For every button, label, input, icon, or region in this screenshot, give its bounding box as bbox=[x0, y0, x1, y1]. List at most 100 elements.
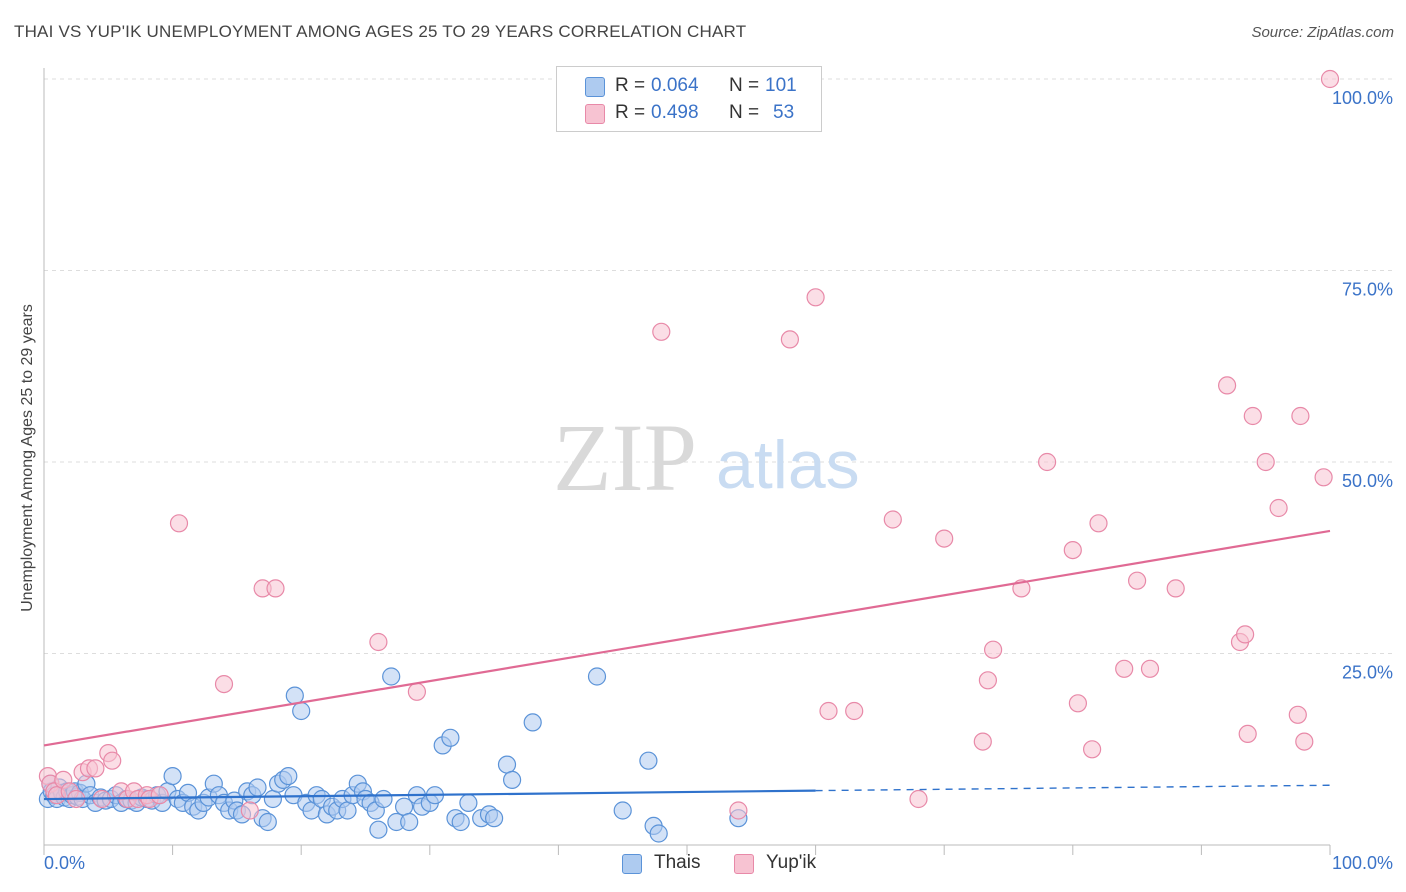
thais-point bbox=[263, 789, 282, 809]
yupik-point bbox=[1235, 625, 1255, 644]
thais-legend-swatch bbox=[622, 854, 642, 874]
yupik-point bbox=[1269, 498, 1288, 518]
thais-point bbox=[649, 824, 668, 843]
yupik-point bbox=[909, 789, 928, 809]
yupik-point bbox=[266, 579, 285, 598]
thais-point bbox=[400, 812, 419, 832]
thais-point bbox=[523, 713, 542, 732]
grid-lines bbox=[44, 78, 1392, 654]
thais-swatch bbox=[585, 77, 605, 97]
thais-point bbox=[502, 770, 522, 790]
yupik-point bbox=[169, 514, 189, 533]
yupik-point bbox=[1127, 571, 1147, 590]
tick-labels: 25.0% 50.0% 75.0% 100.0% 0.0% 100.0% bbox=[44, 88, 1393, 873]
yupik-point bbox=[983, 640, 1003, 659]
thais-point bbox=[374, 789, 393, 809]
yupik-point bbox=[1320, 69, 1340, 89]
yupik-point bbox=[883, 510, 902, 529]
thais-point bbox=[451, 812, 470, 832]
thais-point bbox=[279, 766, 298, 786]
thais-point bbox=[485, 809, 504, 828]
axes bbox=[43, 68, 1331, 855]
yupik-point bbox=[103, 751, 122, 770]
n-value: 101 bbox=[765, 75, 797, 96]
stats-row-thais: R = 0.064 N = 101 bbox=[557, 74, 821, 100]
yupik-point bbox=[1288, 705, 1307, 724]
yupik-point bbox=[407, 682, 426, 701]
x-tick-label: 0.0% bbox=[44, 853, 85, 873]
source-label: Source: ZipAtlas.com bbox=[1251, 24, 1394, 41]
stats-row-yupik: R = 0.498 N = 53 bbox=[557, 101, 821, 127]
yupik-point bbox=[652, 322, 671, 341]
thais-point bbox=[382, 667, 401, 686]
yupik-point bbox=[729, 801, 748, 820]
thais-point bbox=[258, 812, 277, 832]
watermark: ZIP atlas bbox=[553, 404, 860, 511]
trend-lines bbox=[43, 529, 1331, 801]
n-value: 53 bbox=[773, 102, 795, 123]
yupik-point bbox=[819, 701, 838, 721]
watermark-zip: ZIP bbox=[553, 404, 697, 511]
legend-label-thais: Thais bbox=[654, 852, 701, 873]
yupik-point bbox=[978, 671, 998, 690]
yupik-legend-swatch bbox=[734, 854, 754, 874]
yupik-point bbox=[1068, 694, 1088, 713]
legend-label-yupik: Yup'ik bbox=[766, 852, 817, 873]
stats-legend: R = 0.064 N = 101 R = 0.498 N = 53 bbox=[556, 66, 822, 132]
yupik-point bbox=[845, 701, 864, 721]
yupik-point bbox=[1217, 376, 1237, 395]
yupik-point bbox=[973, 732, 992, 751]
watermark-atlas: atlas bbox=[716, 427, 860, 503]
yupik-point bbox=[1115, 659, 1134, 678]
n-label: N = bbox=[729, 102, 760, 123]
yupik-swatch bbox=[585, 104, 605, 124]
yupik-point bbox=[1063, 540, 1082, 560]
thais-trend-line bbox=[43, 789, 816, 801]
thais-point bbox=[292, 701, 311, 721]
yupik-point bbox=[1256, 452, 1275, 472]
y-tick-label: 75.0% bbox=[1342, 280, 1393, 300]
yupik-point bbox=[1082, 740, 1102, 759]
y-tick-label: 50.0% bbox=[1342, 471, 1393, 491]
yupik-point bbox=[1238, 724, 1257, 744]
thais-trend-extension bbox=[815, 784, 1331, 792]
yupik-point bbox=[1166, 579, 1185, 598]
thais-point bbox=[587, 667, 607, 686]
r-label: R = bbox=[615, 75, 646, 96]
yupik-point bbox=[1314, 468, 1333, 487]
yupik-point bbox=[1037, 452, 1057, 472]
yupik-trend-line bbox=[43, 529, 1331, 747]
x-tick-label: 100.0% bbox=[1332, 853, 1393, 873]
y-tick-label: 100.0% bbox=[1332, 88, 1393, 108]
r-value: 0.064 bbox=[651, 75, 699, 96]
yupik-point bbox=[806, 288, 825, 307]
thais-point bbox=[338, 801, 357, 820]
yupik-point bbox=[240, 801, 259, 820]
thais-point bbox=[639, 751, 658, 770]
yupik-point bbox=[935, 529, 954, 548]
thais-point bbox=[497, 755, 517, 774]
thais-point bbox=[459, 793, 478, 813]
yupik-point bbox=[1140, 659, 1160, 678]
r-value: 0.498 bbox=[651, 102, 699, 123]
y-tick-label: 25.0% bbox=[1342, 663, 1393, 683]
yupik-point bbox=[214, 674, 234, 694]
yupik-point bbox=[780, 330, 800, 349]
thais-point bbox=[441, 728, 460, 747]
yupik-point bbox=[1291, 406, 1310, 426]
yupik-point bbox=[1089, 514, 1108, 533]
thais-point bbox=[163, 766, 182, 786]
yupik-point bbox=[150, 786, 169, 805]
series-yupik-points bbox=[38, 69, 1340, 820]
yupik-point bbox=[1243, 406, 1262, 426]
thais-point bbox=[248, 778, 267, 797]
chart-title: THAI VS YUP'IK UNEMPLOYMENT AMONG AGES 2… bbox=[14, 22, 747, 41]
series-thais-points bbox=[38, 667, 748, 843]
thais-point bbox=[613, 801, 632, 820]
n-label: N = bbox=[729, 75, 760, 96]
r-label: R = bbox=[615, 102, 646, 123]
yupik-point bbox=[1295, 732, 1314, 751]
yupik-point bbox=[86, 759, 105, 778]
thais-point bbox=[369, 820, 388, 839]
